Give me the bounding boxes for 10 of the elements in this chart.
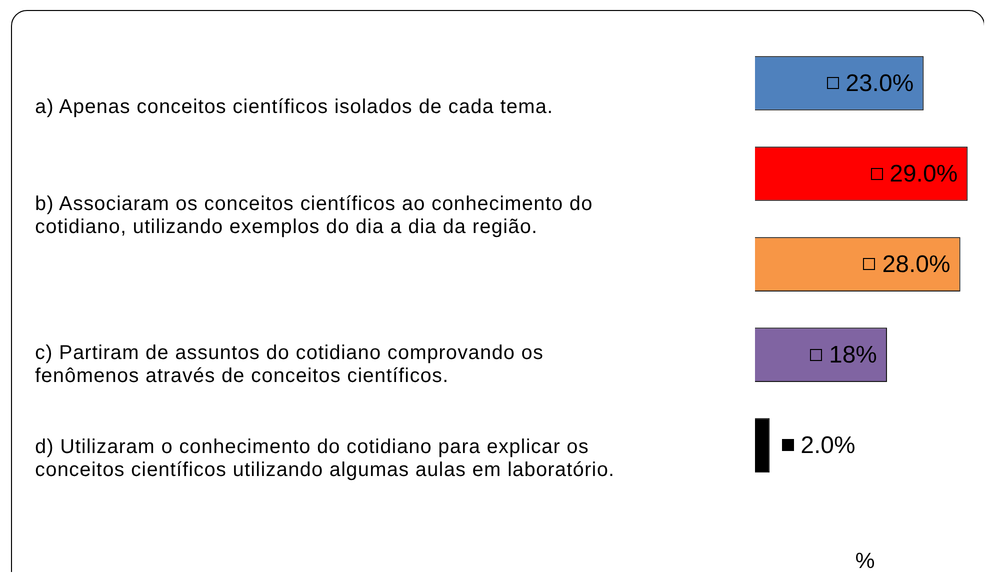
- data-label: 18%: [828, 341, 878, 368]
- data-label: 28.0%: [882, 250, 950, 278]
- data-label: 23.0%: [846, 70, 914, 97]
- text: d) Utilizaram o conhecimento do cotidiano para explicar os conceitos científicos utilizando algumas aulas em laboratório.: [35, 436, 616, 482]
- data-label: 29.0%: [890, 160, 958, 188]
- text: b) Associaram os conceitos científicos ao conhecimento do cotidiano, utilizando exemplos do dia a dia da região.: [35, 193, 594, 239]
- text: a) Apenas conceitos científicos isolados de cada tema.: [35, 96, 554, 119]
- x-axis-title: %: [855, 548, 875, 573]
- text: c) Partiram de assuntos do cotidiano comprovando os fenômenos através de conceitos científicos.: [35, 342, 545, 388]
- data-label: 2.0%: [800, 432, 856, 459]
